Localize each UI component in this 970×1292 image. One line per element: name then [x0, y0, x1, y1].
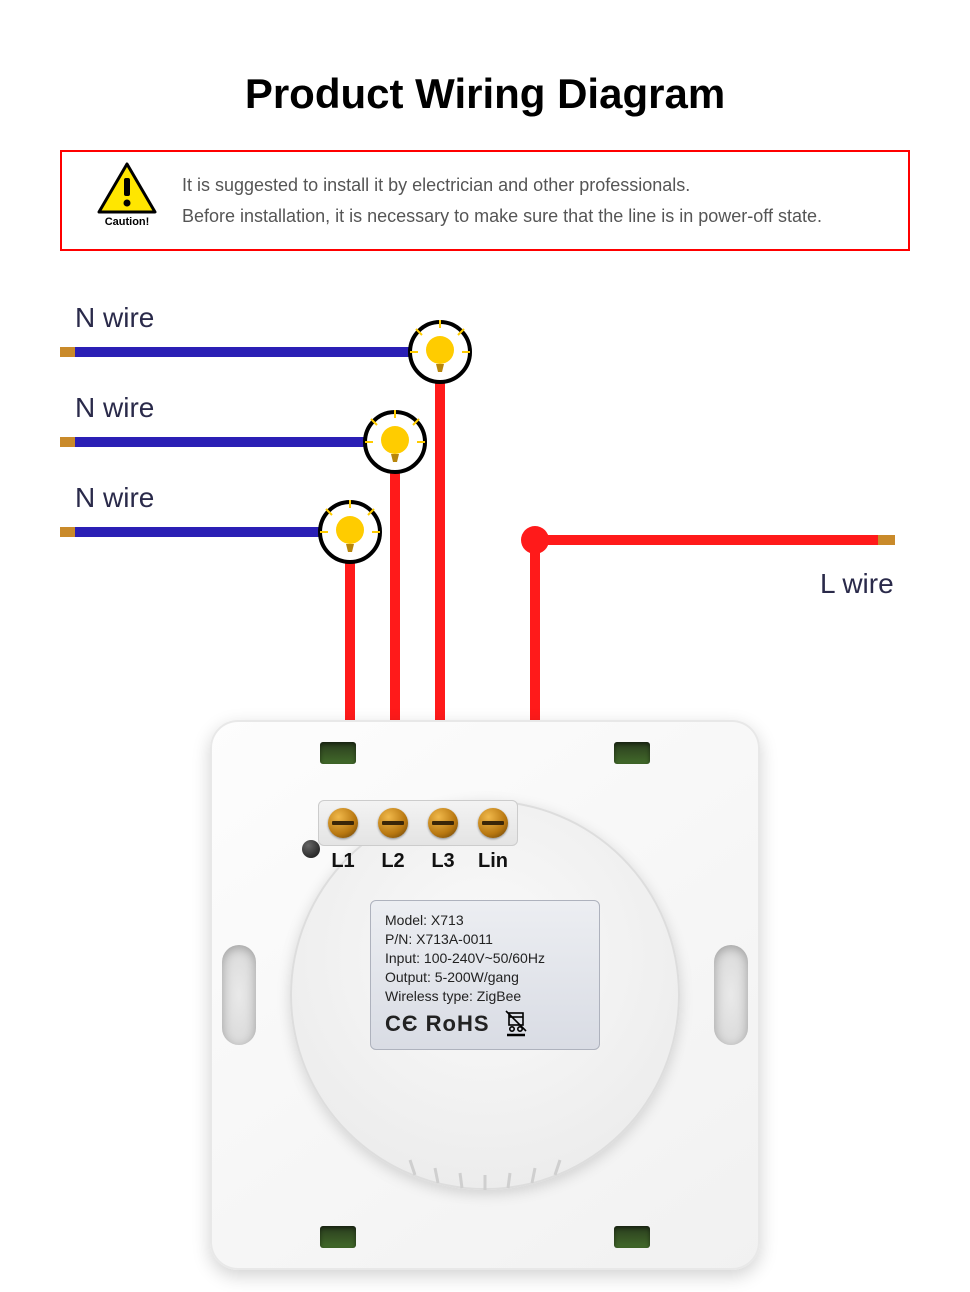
side-notch: [222, 945, 256, 1045]
mount-tab: [614, 742, 650, 764]
wiring-diagram: N wire N wire N wire L wire: [0, 290, 970, 1290]
warning-line-2: Before installation, it is necessary to …: [182, 201, 888, 232]
screw-icon: [302, 840, 320, 858]
warning-text: It is suggested to install it by electri…: [182, 170, 888, 231]
spec-wireless: Wireless type: ZigBee: [385, 987, 585, 1006]
cert-text: CЄ RoHS: [385, 1011, 490, 1036]
warning-line-1: It is suggested to install it by electri…: [182, 170, 888, 201]
terminal-label-l2: L2: [373, 850, 413, 873]
mount-tab: [320, 1226, 356, 1248]
weee-icon: [503, 1009, 529, 1037]
terminal-l2: [378, 808, 408, 838]
side-notch: [714, 945, 748, 1045]
spec-input: Input: 100-240V~50/60Hz: [385, 949, 585, 968]
caution-label: Caution!: [92, 216, 162, 228]
spec-pn: P/N: X713A-0011: [385, 930, 585, 949]
spec-model: Model: X713: [385, 911, 585, 930]
terminal-label-l3: L3: [423, 850, 463, 873]
warning-triangle-icon: Caution!: [92, 162, 162, 228]
terminal-l1: [328, 808, 358, 838]
spec-label: Model: X713 P/N: X713A-0011 Input: 100-2…: [370, 900, 600, 1050]
caution-box: Caution! It is suggested to install it b…: [60, 150, 910, 251]
page-title: Product Wiring Diagram: [0, 70, 970, 118]
mount-tab: [320, 742, 356, 764]
terminal-lin: [478, 808, 508, 838]
mount-tab: [614, 1226, 650, 1248]
cert-row: CЄ RoHS: [385, 1009, 585, 1039]
spec-output: Output: 5-200W/gang: [385, 968, 585, 987]
terminal-label-l1: L1: [323, 850, 363, 873]
terminal-l3: [428, 808, 458, 838]
terminal-label-lin: Lin: [473, 850, 513, 873]
